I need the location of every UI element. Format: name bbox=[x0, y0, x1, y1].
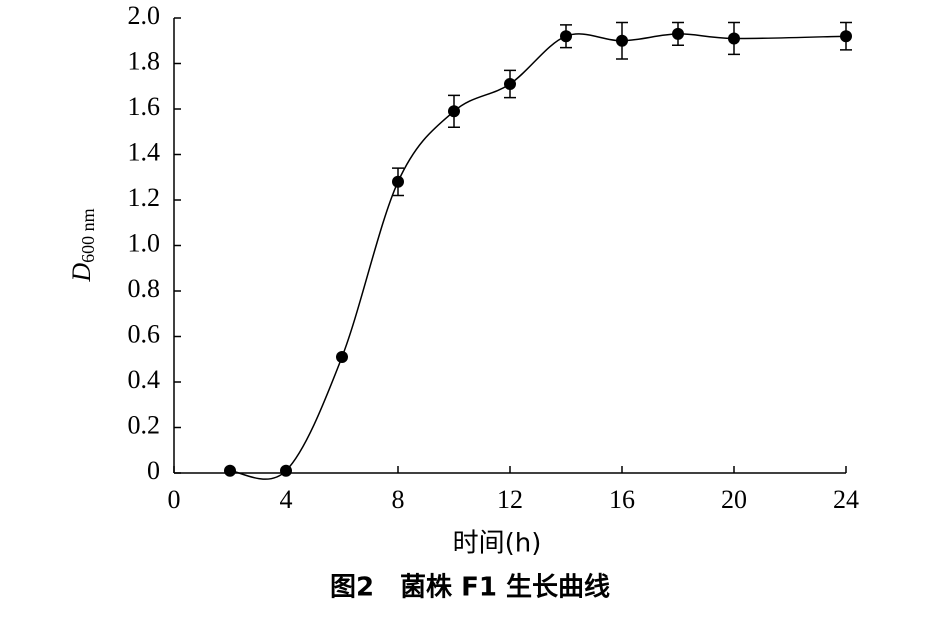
marker bbox=[280, 464, 292, 477]
y-tick-label: 0.8 bbox=[128, 274, 161, 303]
x-tick-label: 24 bbox=[833, 485, 859, 514]
curve bbox=[229, 33, 847, 480]
caption: 图2 菌株 F1 生长曲线 bbox=[330, 573, 610, 603]
x-tick-label: 0 bbox=[168, 485, 181, 514]
y-tick-label: 1.8 bbox=[128, 46, 161, 75]
x-tick-label: 4 bbox=[280, 485, 293, 514]
y-label-main: D bbox=[67, 263, 96, 283]
x-tick-label: 16 bbox=[609, 485, 635, 514]
y-tick-label: 1.6 bbox=[128, 92, 161, 121]
y-tick-label: 0 bbox=[147, 456, 160, 485]
x-tick-label: 12 bbox=[497, 485, 523, 514]
marker bbox=[840, 30, 852, 43]
marker bbox=[616, 34, 628, 47]
y-tick-label: 0.2 bbox=[128, 410, 161, 439]
y-axis-label: D600 nm bbox=[67, 208, 98, 282]
y-tick-label: 2.0 bbox=[128, 1, 161, 30]
y-tick-label: 0.4 bbox=[128, 365, 161, 394]
marker bbox=[560, 30, 572, 43]
marker bbox=[504, 77, 516, 90]
y-tick-label: 0.6 bbox=[128, 319, 161, 348]
x-tick-label: 8 bbox=[392, 485, 405, 514]
y-tick-label: 1.4 bbox=[128, 137, 161, 166]
marker bbox=[224, 464, 236, 477]
y-tick-label: 1.2 bbox=[128, 183, 161, 212]
marker bbox=[392, 175, 404, 188]
x-axis-label: 时间(h) bbox=[453, 529, 542, 559]
y-tick-label: 1.0 bbox=[128, 228, 161, 257]
marker bbox=[672, 27, 684, 40]
y-label-sub: 600 nm bbox=[78, 208, 98, 263]
marker bbox=[336, 350, 348, 363]
marker bbox=[728, 32, 740, 45]
x-tick-label: 20 bbox=[721, 485, 747, 514]
marker bbox=[448, 105, 460, 118]
